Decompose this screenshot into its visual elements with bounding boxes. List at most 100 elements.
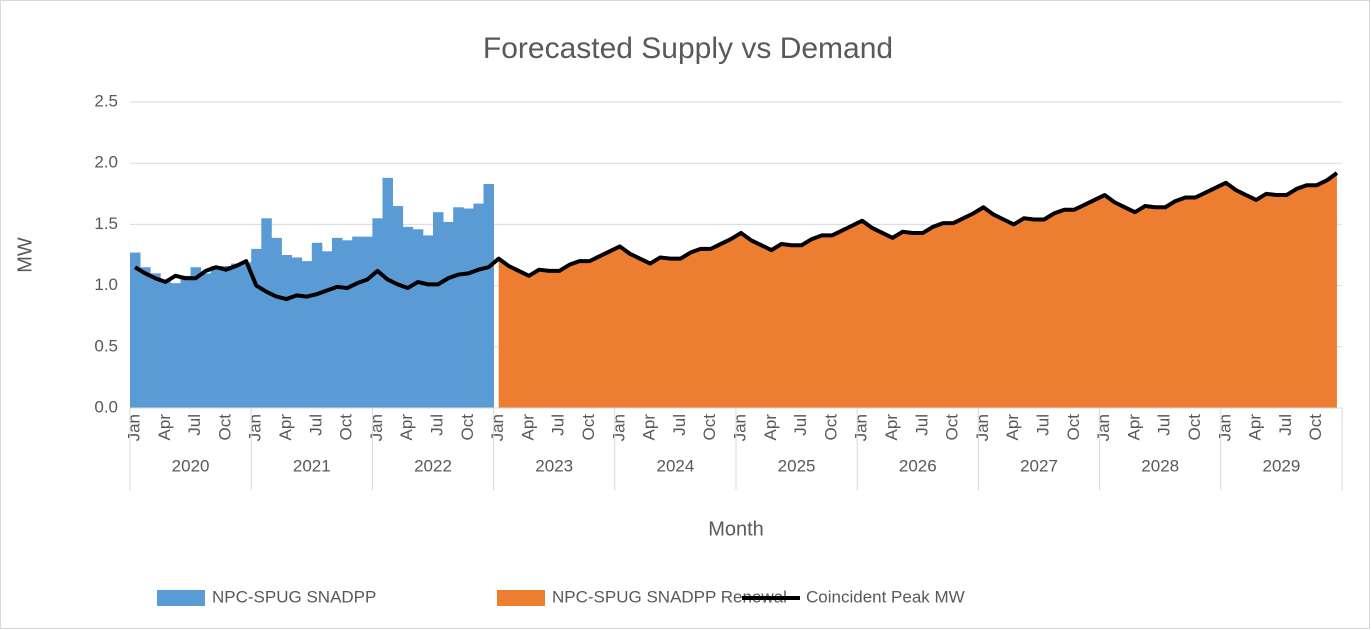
x-tick-label: Apr — [1246, 414, 1265, 441]
bar — [170, 283, 181, 408]
bar — [382, 177, 393, 408]
x-tick-label: Apr — [1003, 414, 1022, 441]
x-tick-label: Apr — [276, 414, 295, 441]
x-tick-label: Oct — [700, 414, 719, 441]
bar — [311, 242, 323, 408]
x-tick-label: Oct — [1185, 414, 1204, 441]
bar — [281, 255, 292, 408]
x-tick-label: Apr — [882, 414, 901, 441]
x-group-label: 2021 — [293, 456, 331, 475]
bar — [433, 212, 444, 408]
chart-title: Forecasted Supply vs Demand — [483, 32, 893, 65]
x-tick-label: Jan — [367, 414, 386, 441]
bar — [473, 203, 484, 408]
bar — [402, 226, 414, 408]
x-group-label: 2024 — [656, 456, 694, 475]
y-axis-label: MW — [14, 237, 36, 273]
x-group-label: 2020 — [172, 456, 210, 475]
bar — [261, 218, 272, 408]
area — [498, 172, 1337, 408]
y-tick-label: 1.5 — [94, 214, 118, 233]
bar — [130, 252, 141, 408]
x-tick-label: Jul — [185, 414, 204, 436]
bar — [180, 275, 191, 408]
bar — [291, 257, 303, 408]
y-tick-label: 2.5 — [94, 91, 118, 110]
bar — [372, 218, 383, 408]
x-tick-label: Oct — [821, 414, 840, 441]
x-group-label: 2027 — [1020, 456, 1058, 475]
x-group-label: 2023 — [535, 456, 573, 475]
bar — [241, 262, 252, 408]
legend-swatch — [157, 590, 205, 606]
x-tick-label: Oct — [215, 414, 234, 441]
bar — [220, 266, 232, 408]
bar — [271, 237, 282, 408]
bar — [160, 279, 171, 408]
x-tick-label: Apr — [397, 414, 416, 441]
bar — [150, 273, 161, 408]
x-axis-label: Month — [708, 518, 764, 540]
x-tick-label: Oct — [337, 414, 356, 441]
x-tick-label: Oct — [1306, 414, 1325, 441]
bar — [362, 236, 373, 408]
bar — [453, 207, 464, 408]
line — [134, 171, 1339, 302]
bar — [190, 267, 202, 408]
bar — [412, 229, 424, 408]
x-tick-label: Oct — [1064, 414, 1083, 441]
x-tick-label: Oct — [943, 414, 962, 441]
x-tick-label: Jan — [125, 414, 144, 441]
y-tick-label: 0.0 — [94, 397, 118, 416]
x-tick-label: Jan — [488, 414, 507, 441]
x-tick-label: Jul — [428, 414, 447, 436]
x-tick-label: Apr — [761, 414, 780, 441]
x-tick-label: Jul — [306, 414, 325, 436]
bar — [321, 251, 333, 408]
x-tick-label: Oct — [458, 414, 477, 441]
bar — [392, 206, 404, 408]
bar — [251, 248, 262, 408]
x-tick-label: Apr — [1124, 414, 1143, 441]
x-tick-label: Jul — [1034, 414, 1053, 436]
x-tick-label: Jul — [1155, 414, 1174, 436]
x-group-label: 2022 — [414, 456, 452, 475]
x-tick-label: Oct — [579, 414, 598, 441]
y-tick-label: 2.0 — [94, 153, 118, 172]
x-tick-label: Jan — [1215, 414, 1234, 441]
bar — [231, 263, 242, 408]
x-tick-label: Jul — [912, 414, 931, 436]
x-tick-label: Jan — [731, 414, 750, 441]
bar — [422, 235, 434, 408]
bar — [301, 261, 313, 408]
legend-label: NPC-SPUG SNADPP Renewal — [552, 587, 787, 606]
x-tick-label: Jan — [609, 414, 628, 441]
x-tick-label: Apr — [518, 414, 537, 441]
x-tick-label: Jul — [791, 414, 810, 436]
x-group-label: 2025 — [778, 456, 816, 475]
x-tick-label: Apr — [155, 414, 174, 441]
bar — [210, 266, 222, 408]
bar — [200, 273, 212, 408]
x-tick-label: Jan — [1094, 414, 1113, 441]
x-tick-label: Jul — [670, 414, 689, 436]
legend-label: Coincident Peak MW — [806, 587, 965, 606]
bar — [483, 184, 494, 408]
bar — [352, 236, 363, 408]
x-tick-label: Jan — [973, 414, 992, 441]
bar — [443, 221, 454, 408]
x-tick-label: Jan — [852, 414, 871, 441]
y-tick-label: 0.5 — [94, 336, 118, 355]
legend-swatch — [497, 590, 545, 606]
x-group-label: 2026 — [899, 456, 937, 475]
x-tick-label: Jul — [1276, 414, 1295, 436]
x-group-label: 2028 — [1141, 456, 1179, 475]
bar — [332, 237, 343, 408]
x-tick-label: Jul — [549, 414, 568, 436]
bar — [342, 240, 353, 408]
x-tick-label: Jan — [246, 414, 265, 441]
y-tick-label: 1.0 — [94, 275, 118, 294]
x-tick-label: Apr — [640, 414, 659, 441]
bar — [463, 208, 474, 408]
